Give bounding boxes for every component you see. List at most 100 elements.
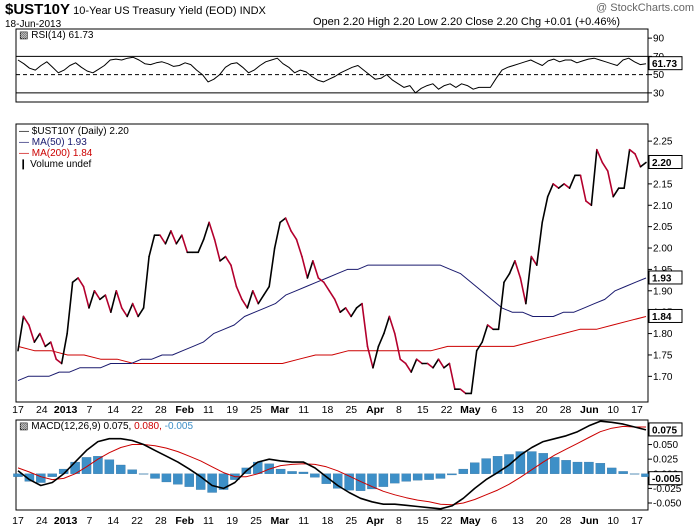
x-tick-label: 22 — [131, 515, 143, 527]
macd-histogram-bar — [629, 473, 640, 475]
price-segment — [82, 285, 90, 309]
price-segment — [432, 358, 440, 369]
x-tick-label: 8 — [396, 515, 402, 527]
macd-histogram-bar — [595, 463, 606, 474]
price-segment — [557, 183, 565, 189]
x-tick-label: Mar — [271, 404, 290, 416]
x-tick-label: 14 — [107, 515, 119, 527]
macd-histogram-bar — [435, 473, 446, 479]
ma200-line — [17, 316, 647, 364]
price-segment — [339, 307, 347, 313]
price-segment — [535, 221, 544, 266]
macd-histogram-bar — [412, 473, 423, 481]
price-segment — [366, 345, 374, 369]
chart-symbol-title: $UST10Y 10-Year US Treasury Yield (EOD) … — [5, 1, 266, 18]
ma50-legend-icon: — — [19, 137, 32, 148]
x-tick-label: Apr — [366, 404, 384, 416]
x-tick-label: 10 — [607, 515, 619, 527]
price-segment — [623, 148, 631, 189]
macd-histogram-bar — [138, 473, 149, 475]
x-tick-label: 22 — [441, 515, 453, 527]
price-legend-icon: — — [19, 126, 32, 137]
price-segment — [481, 324, 489, 343]
ma50-line — [17, 264, 647, 382]
price-segment — [541, 195, 549, 224]
macd-hist-current-value: -0.005 — [652, 474, 681, 485]
macd-histogram-bar — [150, 473, 160, 479]
price-panel: 1.701.751.801.851.901.952.002.052.102.15… — [15, 123, 683, 403]
price-segment — [383, 315, 391, 335]
x-tick-label: 20 — [536, 515, 548, 527]
price-segment — [257, 294, 265, 305]
x-tick-label: 2013 — [54, 515, 78, 527]
price-segment — [503, 272, 511, 284]
ma200-current-value: 1.84 — [652, 312, 672, 323]
price-segment — [333, 298, 341, 313]
macd-histogram-bar — [310, 473, 320, 478]
price-segment — [71, 277, 79, 284]
macd-legend-macd: 0.075, — [103, 421, 134, 432]
ohlc-summary: Open 2.20 High 2.20 Low 2.20 Close 2.20 … — [313, 16, 620, 28]
price-segment — [262, 285, 271, 296]
price-segment — [448, 362, 456, 390]
price-segment — [295, 238, 303, 258]
price-segment — [437, 358, 445, 369]
macd-histogram-bar — [607, 467, 617, 474]
x-tick-label: 28 — [155, 404, 167, 416]
y-tick-label: 2.00 — [653, 244, 673, 255]
x-tick-label: 7 — [87, 404, 93, 416]
price-segment — [284, 217, 292, 232]
price-segment — [552, 183, 560, 189]
x-tick-label: 22 — [441, 404, 453, 416]
price-segment — [508, 260, 516, 275]
price-segment — [601, 161, 609, 172]
price-segment — [377, 332, 385, 348]
price-segment — [350, 307, 358, 318]
x-tick-label: 28 — [560, 404, 572, 416]
price-segment — [60, 332, 68, 365]
x-tick-label: 13 — [512, 515, 524, 527]
x-tick-label: 20 — [536, 404, 548, 416]
x-tick-label: 17 — [12, 404, 24, 416]
price-segment — [213, 238, 221, 262]
price-segment — [148, 234, 156, 258]
macd-legend-signal: 0.080, — [134, 421, 165, 432]
price-segment — [612, 187, 620, 198]
price-segment — [443, 362, 451, 369]
price-segment — [77, 277, 85, 288]
price-segment — [170, 230, 178, 245]
price-segment — [279, 217, 287, 224]
price-segment — [634, 153, 642, 168]
price-segment — [55, 358, 63, 365]
legend-entry: ▧ MACD(12,26,9) 0.075, 0.080, -0.005 — [19, 421, 193, 432]
macd-histogram-bar — [173, 473, 183, 485]
macd-histogram-bar — [81, 457, 92, 474]
y-tick-label: 1.95 — [653, 265, 673, 276]
price-segment — [497, 281, 505, 331]
price-segment — [219, 255, 227, 262]
macd-legend-hist: -0.005 — [165, 421, 194, 432]
price-segment — [415, 358, 423, 365]
price-segment — [33, 332, 41, 343]
x-tick-label: 17 — [631, 404, 643, 416]
macd-histogram-bar — [161, 473, 172, 483]
legend-entry: — MA(50) 1.93 — [19, 137, 87, 148]
x-tick-label: May — [460, 515, 481, 527]
price-segment — [268, 247, 276, 288]
macd-histogram-bar — [584, 461, 594, 474]
macd-histogram-bar — [390, 473, 400, 484]
price-segment — [159, 234, 167, 245]
x-tick-label: 6 — [491, 515, 497, 527]
x-tick-label: 17 — [12, 515, 24, 527]
price-segment — [181, 234, 189, 254]
price-segment — [110, 289, 118, 313]
price-segment — [606, 170, 615, 198]
price-segment — [312, 260, 320, 279]
x-tick-label: 11 — [298, 515, 309, 527]
y-tick-label: -0.050 — [653, 498, 682, 509]
macd-current-value-box — [648, 422, 683, 437]
ma200-legend-icon: — — [19, 148, 32, 159]
price-segment — [224, 255, 232, 266]
macd-hist-current-value-box — [648, 471, 683, 486]
